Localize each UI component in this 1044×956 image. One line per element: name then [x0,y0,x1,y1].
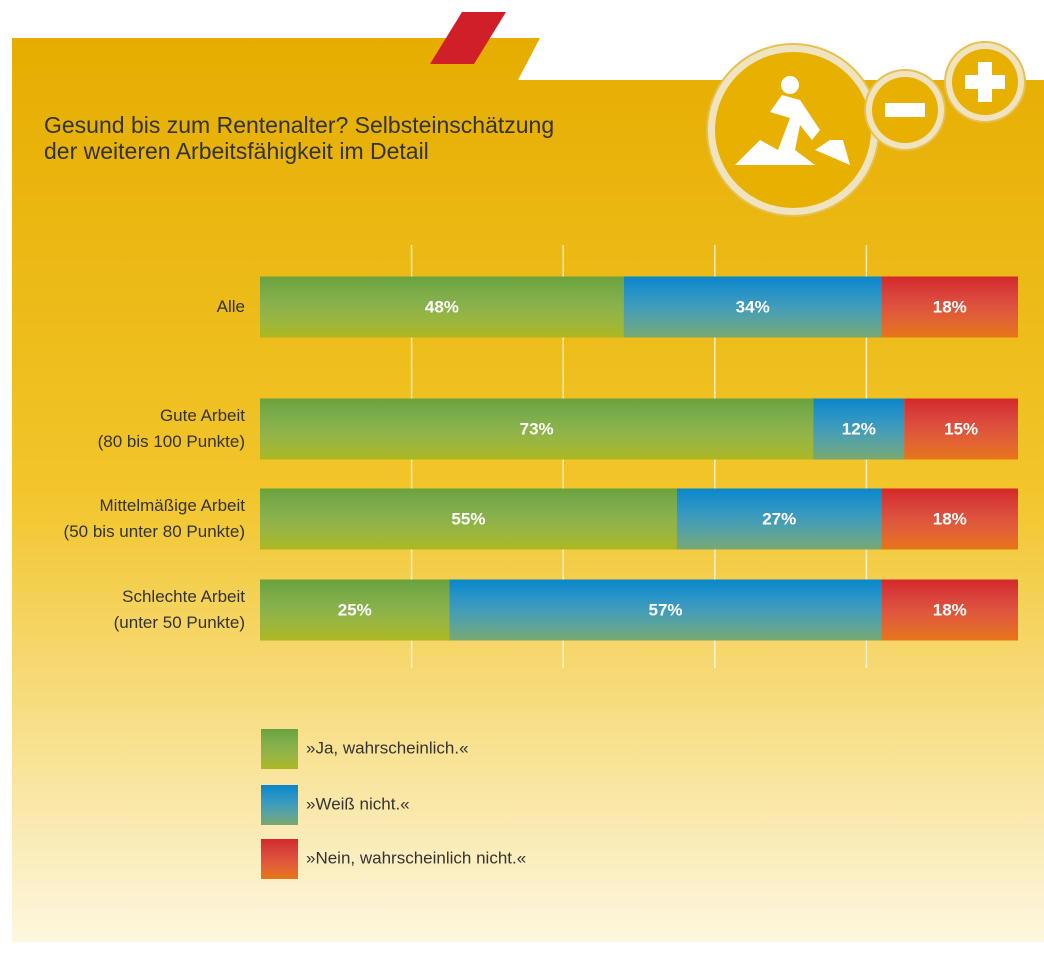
value-label: 55% [451,509,485,528]
bar-shade [260,579,450,641]
legend-label: »Weiß nicht.« [306,794,410,813]
bar-shade [813,398,905,460]
legend-item: »Nein, wahrscheinlich nicht.« [261,839,526,879]
value-label: 27% [762,509,796,528]
legend-label: »Nein, wahrscheinlich nicht.« [306,848,526,867]
y-tick-label: Gute Arbeit (80 bis 100 Punkte) [97,406,245,451]
y-tick-label: Mittelmäßige Arbeit (50 bis unter 80 Pun… [63,496,245,541]
legend-shade [261,729,298,769]
bar-shade [623,276,882,338]
value-label: 48% [425,297,459,316]
legend-shade [261,839,298,879]
value-label: 18% [933,297,967,316]
value-label: 34% [736,297,770,316]
value-label: 12% [842,419,876,438]
bar-shade [881,579,1018,641]
legend-shade [261,785,298,825]
bar-shade [449,579,882,641]
value-label: 18% [933,509,967,528]
legend-item: »Weiß nicht.« [261,785,410,825]
legend-item: »Ja, wahrscheinlich.« [261,729,469,769]
y-tick-label: Schlechte Arbeit (unter 50 Punkte) [113,587,245,632]
red-accent [430,12,506,64]
bar-shade [260,488,677,550]
icon [706,41,1026,217]
bar-shade [881,276,1018,338]
value-label: 15% [944,419,978,438]
y-tick-label: Alle [216,297,245,316]
bar-shade [260,398,814,460]
bar-shade [904,398,1018,460]
bar-shade [676,488,882,550]
chart-title: Gesund bis zum Rentenalter? Selbsteinsch… [44,112,555,164]
bar-shade [260,276,624,338]
value-label: 25% [338,600,372,619]
bar-shade [881,488,1018,550]
value-label: 57% [649,600,683,619]
value-label: 73% [520,419,554,438]
value-label: 18% [933,600,967,619]
legend-label: »Ja, wahrscheinlich.« [306,738,469,757]
